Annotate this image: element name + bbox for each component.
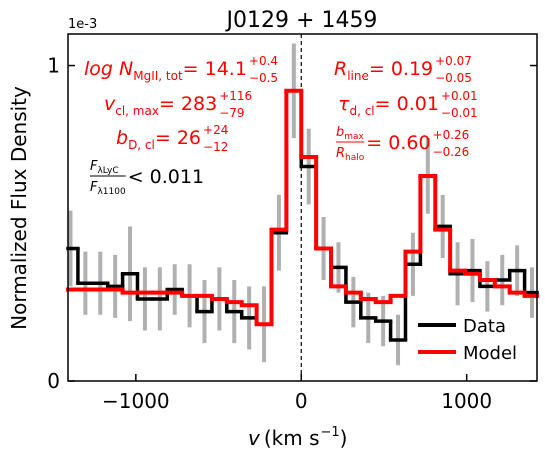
annotation-text: = 0.19 — [369, 58, 433, 80]
annotation-text: +0.07 — [435, 54, 472, 68]
x-axis-label: ) — [340, 426, 348, 450]
annotation-text: cl, max — [115, 104, 159, 118]
y-offset-label: 1e-3 — [68, 17, 97, 32]
annotation-text: log N — [84, 58, 133, 80]
annotation-text: d, cl — [349, 104, 374, 118]
annotation-text: = 0.01 — [375, 93, 439, 115]
plot-frame — [67, 33, 538, 382]
annotation-text: +24 — [203, 123, 228, 137]
annotation-text: λ1100 — [97, 187, 126, 197]
x-tick-label: 1000 — [441, 389, 492, 413]
annotation-text: halo — [345, 153, 365, 163]
annotation-text: F — [90, 180, 98, 195]
annotation-text: λLyC — [97, 166, 118, 176]
annotation-text: F — [90, 159, 98, 174]
annotation-text: +0.4 — [249, 54, 278, 68]
annotation-text: = 0.60 — [366, 132, 430, 154]
annotation-text: −12 — [203, 140, 228, 154]
annotation-text: −0.5 — [249, 71, 278, 85]
annotation-text: b — [336, 125, 344, 140]
annotation-text: = 14.1 — [183, 58, 247, 80]
annotation-text: R — [334, 58, 347, 80]
annotation-text: R — [336, 146, 345, 161]
annotation-text: −79 — [219, 106, 244, 120]
x-tick-label: −1000 — [102, 389, 170, 413]
annotation-text: −0.01 — [441, 106, 478, 120]
x-tick-label: 0 — [295, 389, 308, 413]
annotation-text: +0.26 — [433, 128, 470, 142]
annotation-text: line — [347, 69, 369, 83]
chart-title: J0129 + 1459 — [225, 8, 378, 33]
annotation-text: = 283 — [159, 93, 217, 115]
y-tick-label: 0 — [47, 369, 60, 393]
annotation-text: +0.01 — [441, 89, 478, 103]
legend-label: Data — [463, 316, 506, 337]
y-tick-label: 1 — [47, 54, 60, 78]
annotation-text: +116 — [219, 89, 252, 103]
legend-label: Model — [463, 343, 517, 364]
annotation-text: b — [116, 127, 128, 149]
y-axis-label: Normalized Flux Density — [7, 86, 31, 330]
annotation-text: MgII, tot — [133, 69, 183, 83]
x-axis-label: (km s — [264, 426, 320, 450]
annotation-text: D, cl — [128, 138, 155, 152]
annotation-text: < 0.011 — [128, 166, 204, 188]
x-axis-label: −1 — [321, 425, 340, 440]
annotation-text: v — [104, 93, 116, 115]
x-axis-label: v — [248, 426, 261, 450]
annotation-text: = 26 — [155, 127, 201, 149]
annotation-text: max — [344, 132, 364, 142]
annotation-text: −0.26 — [433, 145, 470, 159]
annotation-text: −0.05 — [435, 71, 472, 85]
annotation-text: τ — [338, 93, 350, 115]
